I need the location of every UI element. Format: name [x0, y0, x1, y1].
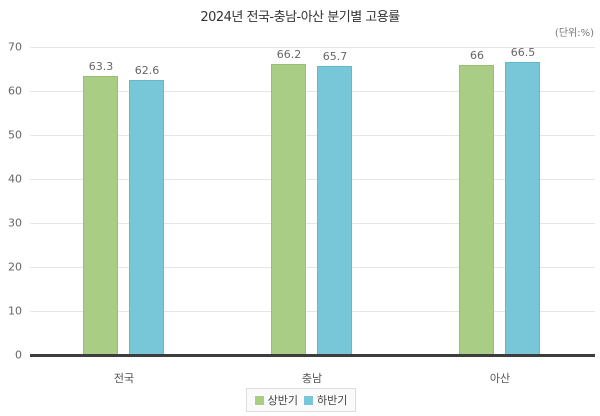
- unit-label: (단위:%): [554, 28, 594, 39]
- y-tick-label: 30: [8, 216, 22, 230]
- bar-value-label: 62.6: [134, 64, 160, 77]
- y-tick-label: 40: [8, 172, 22, 186]
- legend-label: 상반기: [267, 394, 298, 407]
- gridline: [30, 135, 595, 136]
- bar[interactable]: [129, 80, 164, 355]
- gridline: [30, 267, 595, 268]
- y-tick-label: 20: [8, 260, 22, 274]
- bar-value-label: 66.2: [276, 48, 302, 61]
- y-tick-label: 10: [8, 304, 22, 318]
- bar[interactable]: [317, 66, 352, 355]
- x-category-label: 충남: [301, 372, 323, 385]
- gridline: [30, 47, 595, 48]
- plot-area: 70 60 50 40 30 20 10 0 63.3 62.6 66.2 65.7 6…: [8, 41, 595, 362]
- y-tick-label: 50: [8, 128, 22, 142]
- legend: 상반기 하반기: [246, 388, 356, 412]
- chart-title: 2024년 전국-충남-아산 분기별 고용률: [200, 10, 400, 25]
- bar-value-label: 66.5: [510, 46, 536, 59]
- bar[interactable]: [459, 65, 494, 355]
- bar-value-label: 63.3: [88, 60, 114, 73]
- y-tick-label: 0: [15, 348, 22, 362]
- legend-swatch-icon: [304, 395, 313, 405]
- legend-label: 하반기: [317, 394, 348, 407]
- gridline: [30, 311, 595, 312]
- bar[interactable]: [83, 76, 118, 355]
- legend-item-second-half[interactable]: 하반기: [304, 392, 347, 408]
- legend-swatch-icon: [254, 395, 264, 405]
- x-axis-baseline: [30, 354, 595, 357]
- bar-value-label: 65.7: [322, 50, 348, 63]
- bar[interactable]: [505, 62, 540, 355]
- y-tick-label: 70: [8, 40, 22, 54]
- bar-value-label: 66: [470, 49, 484, 62]
- x-category-label: 전국: [113, 372, 135, 385]
- bar[interactable]: [271, 64, 306, 355]
- legend-item-first-half[interactable]: 상반기: [254, 392, 298, 408]
- gridline: [30, 223, 595, 224]
- gridline: [30, 179, 595, 180]
- x-category-label: 아산: [489, 372, 511, 385]
- gridline: [30, 91, 595, 92]
- y-tick-label: 60: [8, 84, 22, 98]
